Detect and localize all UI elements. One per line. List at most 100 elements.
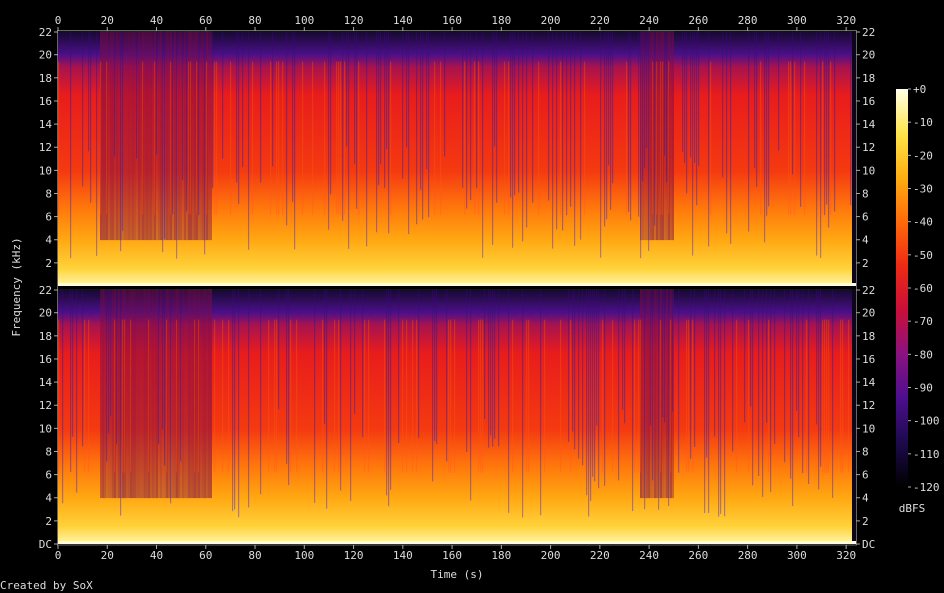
- y-tick-label-left: 8: [45, 187, 52, 200]
- x-tick-label-top: 140: [393, 14, 413, 27]
- x-tick-label-top: 320: [836, 14, 856, 27]
- x-tick-label-bottom: 0: [55, 549, 62, 562]
- y-tick-label-left: DC: [39, 538, 52, 551]
- y-tick-label-left: 12: [39, 399, 52, 412]
- y-tick-label-left: 16: [39, 95, 52, 108]
- y-tick-label-right: 4: [862, 492, 869, 505]
- sox-credit: Created by SoX: [0, 579, 93, 592]
- x-axis-label: Time (s): [431, 568, 484, 581]
- x-tick-label-bottom: 180: [491, 549, 511, 562]
- y-tick-label-left: 12: [39, 141, 52, 154]
- y-tick-label-left: 18: [39, 72, 52, 85]
- x-tick-label-bottom: 320: [836, 549, 856, 562]
- colorbar-tick-label: -90: [913, 382, 933, 395]
- y-tick-label-right: 14: [862, 118, 876, 131]
- y-tick-label-left: 22: [39, 26, 52, 39]
- x-tick-label-top: 240: [639, 14, 659, 27]
- y-tick-label-right: 16: [862, 95, 875, 108]
- x-tick-label-top: 120: [344, 14, 364, 27]
- y-tick-label-left: 4: [45, 492, 52, 505]
- x-tick-label-top: 160: [442, 14, 462, 27]
- x-tick-label-top: 300: [787, 14, 807, 27]
- y-tick-label-right: 14: [862, 376, 876, 389]
- y-tick-label-right: 12: [862, 399, 875, 412]
- spectrogram-panel-left: [58, 31, 856, 544]
- x-tick-label-top: 40: [150, 14, 163, 27]
- colorbar-gradient: [896, 89, 908, 487]
- y-tick-label-right: 2: [862, 257, 869, 270]
- x-tick-label-top: 260: [688, 14, 708, 27]
- x-tick-label-top: 60: [199, 14, 212, 27]
- y-tick-label-left: 20: [39, 307, 52, 320]
- x-tick-label-bottom: 120: [344, 549, 364, 562]
- spectrogram-panels: [58, 31, 856, 544]
- x-tick-label-top: 20: [101, 14, 114, 27]
- colorbar-tick-label: -110: [913, 448, 940, 461]
- colorbar-tick-label: -70: [913, 315, 933, 328]
- y-tick-label-left: 10: [39, 164, 52, 177]
- x-tick-label-bottom: 240: [639, 549, 659, 562]
- x-tick-label-bottom: 280: [738, 549, 758, 562]
- y-tick-label-right: 12: [862, 141, 875, 154]
- y-tick-label-right: 8: [862, 187, 869, 200]
- y-tick-label-right: 16: [862, 353, 875, 366]
- y-tick-label-right: 10: [862, 164, 875, 177]
- y-tick-label-left: 10: [39, 422, 52, 435]
- y-tick-label-right: 8: [862, 445, 869, 458]
- colorbar-tick-label: -20: [913, 149, 933, 162]
- spectrogram-axes: 0 0 20 20 40 40 60 60 80 80 100 100 120 120 140 140 160 1…: [39, 14, 876, 562]
- x-tick-label-bottom: 40: [150, 549, 163, 562]
- y-tick-label-left: 2: [45, 257, 52, 270]
- colorbar-tick-label: -10: [913, 116, 933, 129]
- x-tick-label-top: 200: [541, 14, 561, 27]
- spectrogram-channel-2: [58, 289, 856, 544]
- y-tick-label-right: 6: [862, 469, 869, 482]
- y-tick-label-left: 14: [39, 376, 53, 389]
- y-tick-label-left: 18: [39, 330, 52, 343]
- x-tick-label-bottom: 260: [688, 549, 708, 562]
- spectrogram-channel-1: [58, 31, 856, 286]
- x-tick-label-top: 100: [294, 14, 314, 27]
- y-tick-label-left: 16: [39, 353, 52, 366]
- colorbar: +0 -10 -20 -30 -40 -50 -60 -70 -80 -90 -100 -110 -12…: [896, 83, 940, 494]
- y-tick-label-right: 20: [862, 307, 875, 320]
- colorbar-tick-label: -120: [913, 481, 940, 494]
- x-tick-label-bottom: 80: [248, 549, 261, 562]
- colorbar-label: dBFS: [899, 502, 926, 515]
- y-tick-label-left: 8: [45, 445, 52, 458]
- y-tick-label-left: 22: [39, 284, 52, 297]
- x-tick-label-top: 180: [491, 14, 511, 27]
- colorbar-tick-label: -30: [913, 183, 933, 196]
- y-tick-label-right: 2: [862, 515, 869, 528]
- x-tick-label-bottom: 60: [199, 549, 212, 562]
- x-tick-label-bottom: 300: [787, 549, 807, 562]
- y-tick-label-right: 22: [862, 284, 875, 297]
- colorbar-tick-label: -80: [913, 348, 933, 361]
- x-tick-label-bottom: 160: [442, 549, 462, 562]
- y-tick-label-right: 18: [862, 72, 875, 85]
- x-tick-label-bottom: 100: [294, 549, 314, 562]
- y-tick-label-right: 10: [862, 422, 875, 435]
- x-tick-label-top: 220: [590, 14, 610, 27]
- y-tick-label-left: 2: [45, 515, 52, 528]
- y-tick-label-left: 4: [45, 234, 52, 247]
- y-tick-label-left: 6: [45, 469, 52, 482]
- x-tick-label-top: 0: [55, 14, 62, 27]
- y-tick-label-left: 20: [39, 49, 52, 62]
- x-tick-label-bottom: 220: [590, 549, 610, 562]
- colorbar-tick-label: -40: [913, 216, 933, 229]
- colorbar-tick-label: -100: [913, 415, 940, 428]
- colorbar-tick-label: -60: [913, 282, 933, 295]
- x-tick-label-top: 80: [248, 14, 261, 27]
- x-tick-label-top: 280: [738, 14, 758, 27]
- y-tick-label-right: 18: [862, 330, 875, 343]
- colorbar-tick-label: -50: [913, 249, 933, 262]
- y-tick-label-right: 6: [862, 211, 869, 224]
- y-tick-label-right: 4: [862, 234, 869, 247]
- y-axis-label: Frequency (kHz): [10, 237, 23, 336]
- y-tick-label-right: DC: [862, 538, 875, 551]
- x-tick-label-bottom: 20: [101, 549, 114, 562]
- y-tick-label-left: 6: [45, 211, 52, 224]
- x-tick-label-bottom: 140: [393, 549, 413, 562]
